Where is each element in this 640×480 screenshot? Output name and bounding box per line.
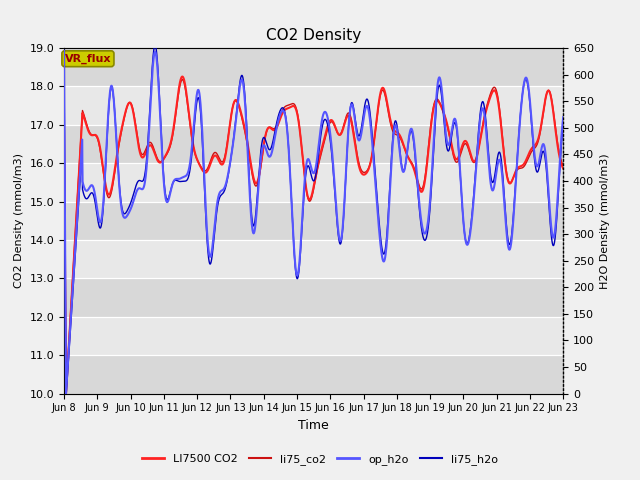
Title: CO2 Density: CO2 Density <box>266 28 361 43</box>
Text: VR_flux: VR_flux <box>65 54 111 64</box>
Bar <box>64 355 563 394</box>
Bar <box>64 163 563 202</box>
Bar <box>64 48 563 86</box>
Bar <box>64 202 563 240</box>
Bar <box>64 317 563 355</box>
X-axis label: Time: Time <box>298 419 329 432</box>
Y-axis label: CO2 Density (mmol/m3): CO2 Density (mmol/m3) <box>14 153 24 288</box>
Bar <box>64 125 563 163</box>
Bar <box>64 86 563 125</box>
Y-axis label: H2O Density (mmol/m3): H2O Density (mmol/m3) <box>600 153 610 288</box>
Bar <box>64 240 563 278</box>
Legend: LI7500 CO2, li75_co2, op_h2o, li75_h2o: LI7500 CO2, li75_co2, op_h2o, li75_h2o <box>138 450 502 469</box>
Bar <box>64 278 563 317</box>
